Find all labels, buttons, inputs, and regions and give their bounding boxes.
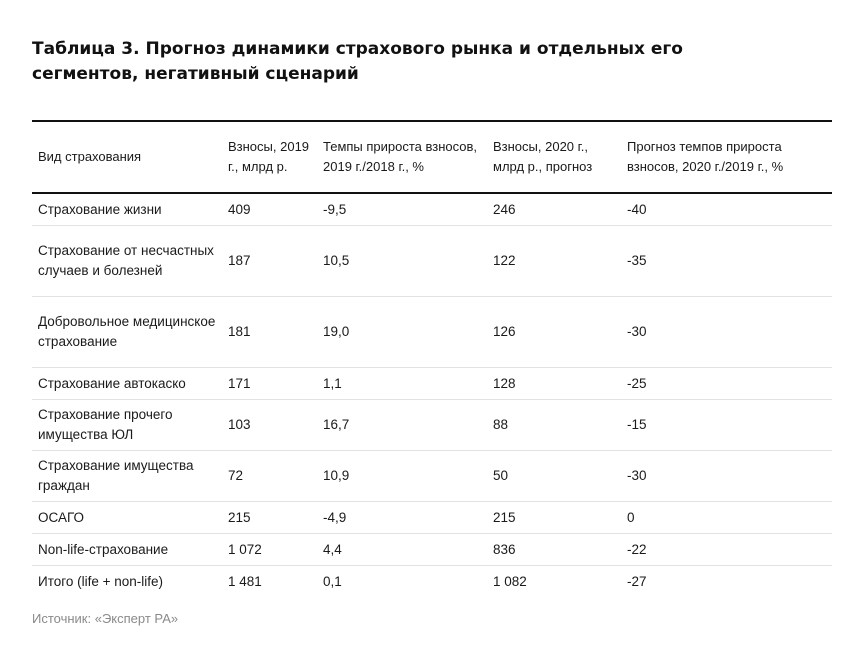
cell-premiums-2019: 171 [222, 367, 317, 400]
header-growth-forecast-2020-2019: Прогноз темпов прироста взносов, 2020 г.… [621, 121, 832, 194]
cell-growth-forecast: -15 [621, 399, 832, 451]
cell-premiums-2020: 50 [487, 450, 621, 502]
cell-growth-2019: 0,1 [323, 573, 342, 589]
insurance-forecast-table: Вид страхования Взносы, 2019 г., млрд р.… [32, 120, 832, 597]
cell-growth-2019: 19,0 [317, 296, 487, 368]
cell-premiums-2020: 836 [487, 533, 621, 566]
cell-growth-2019: 1,1 [317, 367, 487, 400]
cell-growth-forecast: -22 [621, 533, 832, 566]
cell-growth-2019: -9,5 [317, 193, 487, 226]
cell-insurance-type: Страхование прочего имущества ЮЛ [32, 399, 222, 451]
cell-premiums-2020: 215 [487, 501, 621, 534]
table-row: Страхование автокаско 171 1,1 128 -25 [32, 367, 832, 400]
table-row: Добровольное медицинское страхование 181… [32, 296, 832, 368]
source-note: Источник: «Эксперт РА» [32, 611, 179, 626]
cell-premiums-2019: 1 072 [222, 533, 317, 566]
cell-growth-forecast: 0 [621, 501, 832, 534]
cell-premiums-2020: 1 082 [493, 573, 527, 589]
cell-insurance-type: Страхование жизни [32, 193, 222, 226]
cell-growth-forecast: -40 [621, 193, 832, 226]
table-row: Страхование прочего имущества ЮЛ 103 16,… [32, 399, 832, 451]
cell-growth-forecast: -27 [627, 573, 647, 589]
table-row: Страхование жизни 409 -9,5 246 -40 [32, 193, 832, 226]
cell-growth-2019: 4,4 [317, 533, 487, 566]
cell-premiums-2019: 103 [222, 399, 317, 451]
cell-premiums-2019: 181 [222, 296, 317, 368]
cell-growth-forecast: -25 [621, 367, 832, 400]
header-premiums-2020-forecast: Взносы, 2020 г., млрд р., прогноз [487, 121, 621, 194]
cell-insurance-type: Добровольное медицинское страхование [32, 296, 222, 368]
cell-insurance-type: Страхование автокаско [32, 367, 222, 400]
cell-premiums-2020: 246 [487, 193, 621, 226]
cell-insurance-type: Страхование имущества граждан [32, 450, 222, 502]
cell-growth-2019: -4,9 [317, 501, 487, 534]
table-header-row: Вид страхования Взносы, 2019 г., млрд р.… [32, 121, 832, 194]
cell-premiums-2020: 126 [487, 296, 621, 368]
header-insurance-type: Вид страхования [32, 121, 222, 194]
cell-premiums-2020: 128 [487, 367, 621, 400]
cell-growth-forecast: -30 [621, 450, 832, 502]
cell-growth-2019: 10,5 [317, 225, 487, 297]
cell-premiums-2019: 1 481 [228, 573, 262, 589]
table-row: Страхование от несчастных случаев и боле… [32, 225, 832, 297]
cell-insurance-type: Страхование от несчастных случаев и боле… [32, 225, 222, 297]
cell-insurance-type: Итого (life + non-life) [38, 573, 164, 589]
table-row: ОСАГО 215 -4,9 215 0 [32, 501, 832, 534]
table-title: Таблица 3. Прогноз динамики страхового р… [32, 39, 683, 84]
header-growth-2019-2018: Темпы прироста взносов, 2019 г./2018 г.,… [317, 121, 487, 194]
cell-premiums-2019: 72 [222, 450, 317, 502]
cell-growth-forecast: -35 [621, 225, 832, 297]
cell-premiums-2020: 88 [487, 399, 621, 451]
table-row: Страхование имущества граждан 72 10,9 50… [32, 450, 832, 502]
cell-growth-forecast: -30 [621, 296, 832, 368]
header-premiums-2019: Взносы, 2019 г., млрд р. [222, 121, 317, 194]
table-row: Итого (life + non-life) 1 481 0,1 1 082 … [32, 566, 832, 598]
cell-premiums-2019: 215 [222, 501, 317, 534]
cell-premiums-2019: 409 [222, 193, 317, 226]
cell-insurance-type: Non-life-страхование [32, 533, 222, 566]
cell-growth-2019: 10,9 [317, 450, 487, 502]
cell-premiums-2019: 187 [222, 225, 317, 297]
cell-insurance-type: ОСАГО [32, 501, 222, 534]
table-row: Non-life-страхование 1 072 4,4 836 -22 [32, 533, 832, 566]
cell-growth-2019: 16,7 [317, 399, 487, 451]
cell-premiums-2020: 122 [487, 225, 621, 297]
